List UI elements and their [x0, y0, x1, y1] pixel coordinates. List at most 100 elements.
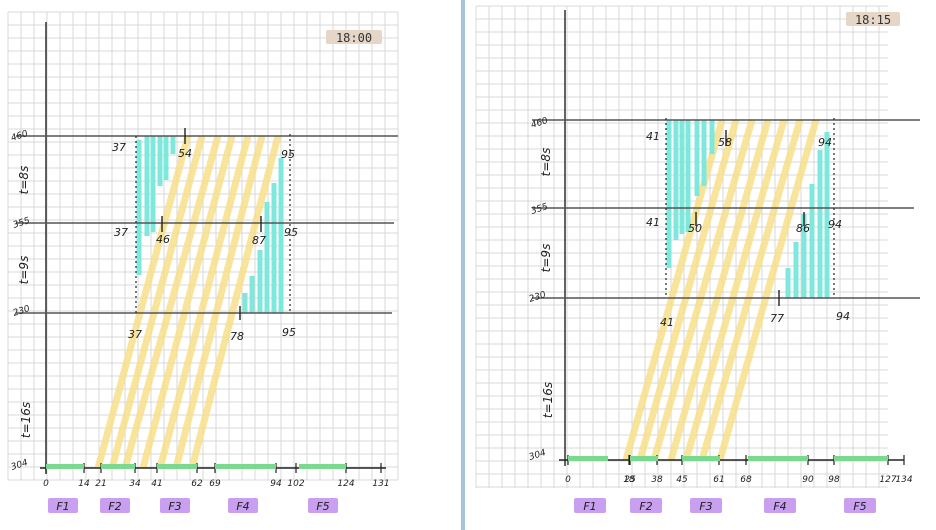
- cyan-bar: [264, 202, 270, 313]
- green-phase-bar: [834, 456, 888, 461]
- cyan-bar: [257, 250, 263, 313]
- cyan-bar: [170, 136, 176, 154]
- yellow-band: [172, 135, 266, 469]
- cyan-bar: [163, 136, 169, 180]
- green-phase-bar: [101, 464, 135, 469]
- cyan-bar: [817, 150, 823, 298]
- cyan-bar: [801, 214, 807, 298]
- yellow-band: [108, 135, 206, 469]
- left-diagram-panel: 0 14 21 34 41 62 69 94 102 124 131 F1 F2 F3 F4 F5 460 355…: [0, 0, 460, 530]
- axis-tick-label: 21: [95, 479, 106, 489]
- cyan-bars: [136, 136, 284, 313]
- level-label: 355: [530, 202, 550, 217]
- line-label: 58: [718, 136, 732, 149]
- green-bars: [568, 456, 888, 461]
- level-label: 355: [12, 216, 32, 231]
- cyan-bar: [249, 276, 255, 313]
- line-label: 37: [112, 141, 126, 154]
- axis-tick-label: 0: [43, 479, 49, 489]
- phase-label: F1: [56, 500, 69, 513]
- line-label: 95: [282, 326, 296, 339]
- cyan-bar: [271, 183, 277, 313]
- yellow-band: [698, 119, 804, 461]
- green-phase-bar: [215, 464, 276, 469]
- time-badge-text: 18:15: [855, 13, 891, 27]
- level-label: 304: [10, 458, 30, 473]
- right-diagram-panel: 0 18 25 38 45 61 68 90 98 127 134 F1 F2 F3 F4 F5 460 355 2…: [468, 0, 936, 530]
- phase-box: [764, 498, 796, 513]
- cyan-bar: [785, 268, 791, 298]
- cyan-bar: [242, 293, 248, 313]
- cyan-bar: [136, 140, 142, 275]
- cyan-bar: [824, 132, 830, 298]
- axis-tick-label: 34: [129, 479, 141, 489]
- yellow-band: [139, 135, 236, 469]
- phase-box: [844, 498, 876, 513]
- green-phase-bar: [299, 464, 346, 469]
- cyan-bars: [666, 120, 830, 298]
- line-label: 37: [114, 226, 128, 239]
- yellow-band: [156, 135, 252, 469]
- interval-label: t=9s: [539, 244, 553, 273]
- line-label: 37: [128, 328, 142, 341]
- green-bars: [46, 464, 346, 469]
- green-phase-bar: [748, 456, 808, 461]
- axis-tick-label: 41: [151, 479, 162, 489]
- line-label: 41: [660, 316, 674, 329]
- phase-box: [228, 498, 258, 513]
- line-label: 77: [770, 312, 784, 325]
- line-label: 95: [284, 226, 298, 239]
- yellow-band: [650, 119, 756, 461]
- axis-tick-label: 124: [337, 479, 354, 489]
- line-label: 86: [796, 222, 810, 235]
- line-label: 50: [688, 222, 702, 235]
- line-label: 54: [178, 147, 192, 160]
- axis-tick-label: 45: [676, 475, 688, 485]
- time-badge: [846, 12, 900, 26]
- cyan-bar: [278, 158, 284, 313]
- yellow-band: [682, 119, 788, 461]
- axis-tick-label: 134: [895, 475, 912, 485]
- interval-label: t=8s: [539, 148, 553, 177]
- interval-label: t=16s: [19, 402, 33, 438]
- phase-box: [690, 498, 722, 513]
- phase-label: F1: [583, 500, 596, 513]
- axis-tick-label: 69: [209, 479, 221, 489]
- interval-label: t=16s: [541, 382, 555, 418]
- cyan-bar: [157, 136, 163, 186]
- cyan-bar: [685, 120, 691, 232]
- axis-tick-label: 14: [78, 479, 90, 489]
- axis-tick-label: 18: [623, 475, 635, 485]
- cyan-bar: [666, 120, 672, 268]
- line-label: 87: [252, 234, 266, 247]
- line-label: 94: [818, 136, 832, 149]
- yellow-band: [121, 135, 222, 469]
- axis-tick-label: 94: [270, 479, 282, 489]
- cyan-bar: [793, 242, 799, 298]
- phase-label: F2: [108, 500, 121, 513]
- phase-box: [630, 498, 662, 513]
- green-phase-bar: [630, 456, 658, 461]
- axis-tick-label: 25: [624, 475, 636, 485]
- phase-box: [574, 498, 606, 513]
- phase-box: [100, 498, 130, 513]
- axis-tick-label: 102: [287, 479, 304, 489]
- phase-box: [308, 498, 338, 513]
- cyan-bar: [144, 136, 150, 236]
- cyan-bar: [150, 136, 156, 232]
- axis-tick-label: 0: [565, 475, 571, 485]
- phase-box: [160, 498, 190, 513]
- level-label: 230: [12, 304, 32, 319]
- axis-tick-label: 127: [879, 475, 896, 485]
- yellow-band: [188, 135, 282, 469]
- phase-box: [48, 498, 78, 513]
- phase-label: F3: [699, 500, 712, 513]
- line-label: 94: [828, 218, 842, 231]
- phase-label: F3: [168, 500, 181, 513]
- time-badge: [326, 30, 382, 44]
- yellow-bands: [94, 135, 282, 469]
- axis-tick-label: 61: [713, 475, 724, 485]
